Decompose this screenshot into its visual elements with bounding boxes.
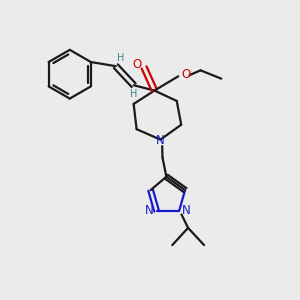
Text: O: O <box>181 68 190 81</box>
Text: H: H <box>118 53 125 63</box>
Text: N: N <box>145 204 154 217</box>
Text: N: N <box>155 134 164 147</box>
Text: N: N <box>182 204 190 217</box>
Text: O: O <box>132 58 141 71</box>
Text: H: H <box>130 89 137 99</box>
